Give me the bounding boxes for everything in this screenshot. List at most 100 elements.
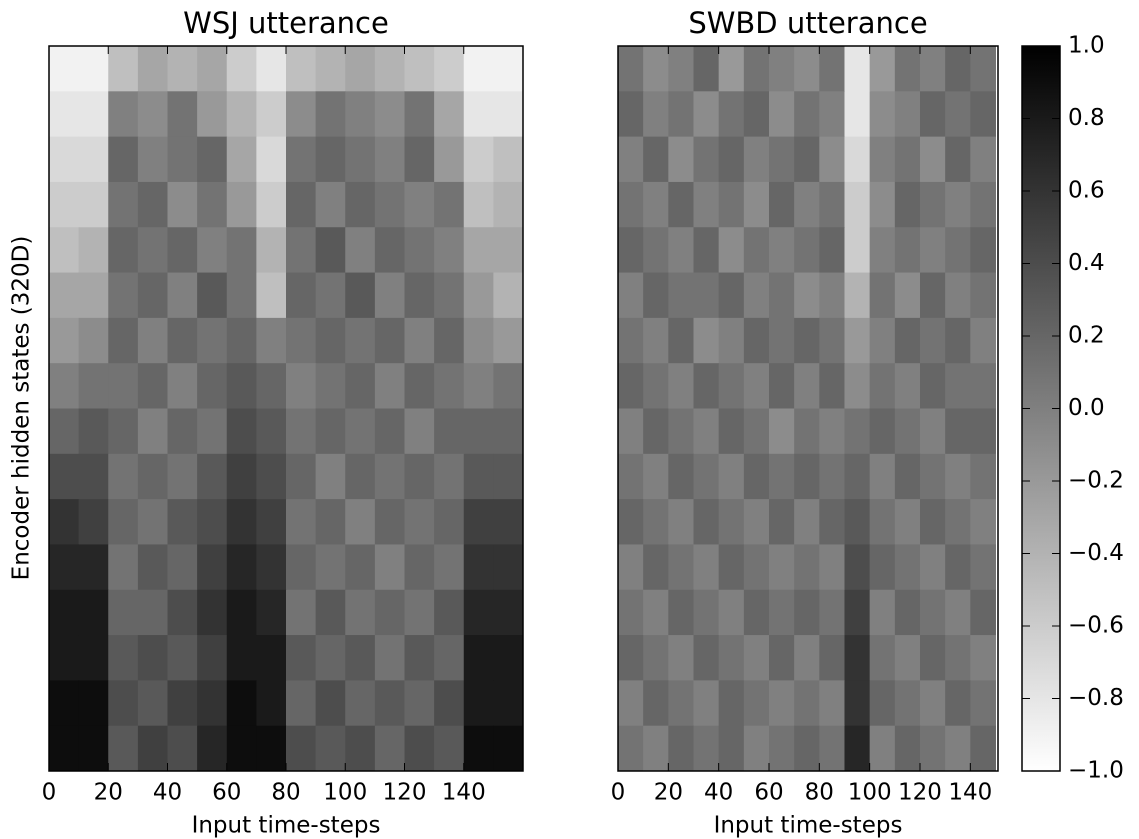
heatmap-cell: [970, 680, 996, 727]
heatmap-cell: [137, 227, 168, 274]
colorbar-tick-label: 0.4: [1068, 250, 1105, 276]
heatmap-cell: [743, 408, 770, 455]
heatmap-cell: [618, 725, 644, 772]
heatmap-cell: [970, 317, 996, 364]
heatmap-cell: [493, 544, 524, 591]
heatmap-cell: [49, 453, 80, 500]
heatmap-cell: [919, 317, 946, 364]
heatmap-cell: [894, 363, 921, 409]
heatmap-cell: [286, 635, 317, 681]
heatmap-cell: [434, 317, 465, 364]
heatmap-cell: [618, 46, 644, 92]
heatmap-cell: [197, 589, 228, 636]
heatmap-cell: [668, 91, 694, 138]
colorbar-tick-label: −1.0: [1068, 758, 1124, 784]
heatmap-cell: [794, 725, 820, 772]
heatmap-cell: [693, 317, 720, 364]
heatmap-cell: [869, 136, 896, 183]
heatmap-cell: [794, 136, 820, 183]
heatmap-cell: [137, 544, 168, 591]
heatmap-cell: [743, 589, 770, 636]
heatmap-cell: [434, 499, 465, 545]
heatmap-cell: [256, 227, 287, 274]
heatmap-cell: [643, 589, 669, 636]
heatmap-cell: [256, 589, 287, 636]
heatmap-cell: [643, 317, 669, 364]
heatmap-cell: [286, 499, 317, 545]
heatmap-cell: [256, 408, 287, 455]
heatmap-cell: [693, 680, 720, 727]
heatmap-cell: [718, 227, 745, 274]
heatmap-cell: [693, 544, 720, 591]
heatmap-cell: [919, 499, 946, 545]
x-tick-label: 80: [805, 780, 834, 806]
x-tick-label: 60: [754, 780, 783, 806]
heatmap-cell: [197, 453, 228, 500]
heatmap-cell: [618, 317, 644, 364]
heatmap-cell: [919, 408, 946, 455]
heatmap-cell: [794, 317, 820, 364]
colorbar-tick-label: 0.0: [1068, 395, 1105, 421]
heatmap-cell: [493, 227, 524, 274]
heatmap-cell: [919, 181, 946, 228]
heatmap-cell: [693, 408, 720, 455]
heatmap-cell: [869, 181, 896, 228]
x-tick-label: 0: [611, 780, 626, 806]
heatmap-cell: [315, 272, 346, 319]
heatmap-cell: [768, 91, 795, 138]
heatmap-cell: [286, 408, 317, 455]
heatmap-cell: [404, 272, 435, 319]
heatmap-cell: [108, 181, 139, 228]
heatmap-cell: [78, 408, 109, 455]
heatmap-cell: [286, 725, 317, 772]
heatmap-cell: [137, 499, 168, 545]
heatmap-cell: [493, 136, 524, 183]
heatmap-cell: [374, 272, 405, 319]
heatmap-cell: [137, 91, 168, 138]
heatmap-cell: [819, 635, 845, 681]
heatmap-cell: [493, 408, 524, 455]
heatmap-cell: [794, 363, 820, 409]
heatmap-cell: [404, 544, 435, 591]
heatmap-cell: [345, 499, 376, 545]
heatmap-cell: [226, 589, 257, 636]
colorbar-tick-label: −0.6: [1068, 613, 1124, 639]
colorbar-tick-label: 1.0: [1068, 33, 1105, 59]
heatmap-cell: [108, 453, 139, 500]
heatmap-cell: [493, 91, 524, 138]
heatmap-cell: [78, 181, 109, 228]
x-tick-label: 60: [212, 780, 241, 806]
heatmap-cell: [197, 499, 228, 545]
heatmap-cell: [315, 91, 346, 138]
heatmap-cell: [493, 453, 524, 500]
heatmap-cell: [945, 227, 971, 274]
heatmap-cell: [970, 227, 996, 274]
heatmap-cell: [493, 635, 524, 681]
heatmap-cell: [945, 317, 971, 364]
heatmap-cell: [315, 499, 346, 545]
heatmap-cell: [894, 136, 921, 183]
heatmap-cell: [226, 46, 257, 92]
heatmap-cell: [345, 181, 376, 228]
heatmap-cell: [49, 317, 80, 364]
heatmap-cell: [970, 453, 996, 500]
heatmap-cell: [374, 46, 405, 92]
heatmap-cell: [286, 272, 317, 319]
heatmap-cell: [819, 272, 845, 319]
heatmap-cell: [167, 363, 198, 409]
heatmap-cell: [315, 46, 346, 92]
heatmap-cell: [768, 408, 795, 455]
heatmap-cell: [768, 227, 795, 274]
heatmap-cell: [137, 46, 168, 92]
heatmap-cell: [197, 136, 228, 183]
heatmap-cell: [668, 46, 694, 92]
heatmap-cell: [693, 453, 720, 500]
heatmap-cell: [894, 408, 921, 455]
heatmap-cell: [49, 363, 80, 409]
x-tick-label: 140: [948, 780, 992, 806]
heatmap-cell: [167, 589, 198, 636]
heatmap-cell: [49, 272, 80, 319]
heatmap-cell: [970, 46, 996, 92]
heatmap-cell: [970, 499, 996, 545]
heatmap-cell: [819, 408, 845, 455]
